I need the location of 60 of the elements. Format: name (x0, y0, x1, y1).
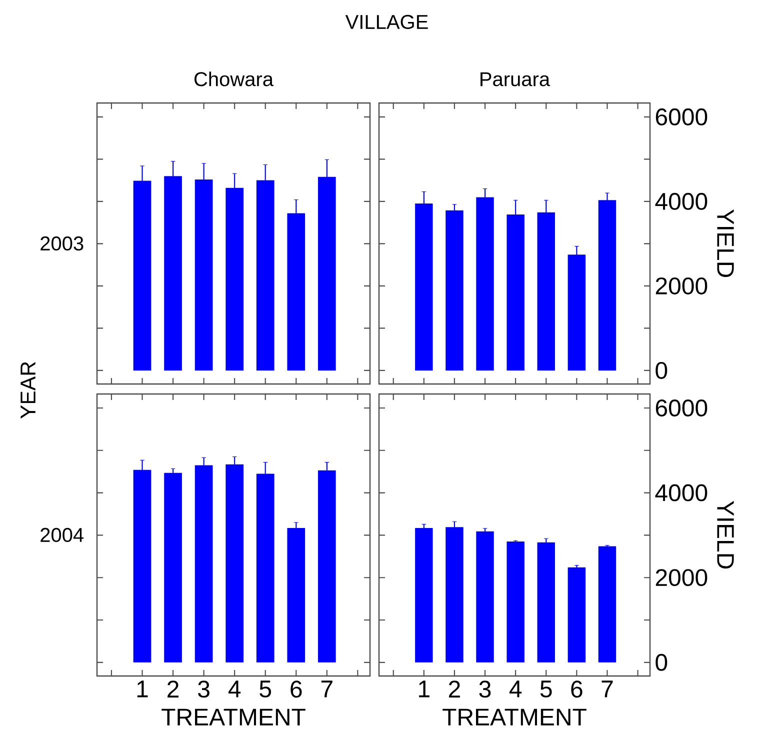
bar (415, 204, 433, 370)
bar (133, 470, 152, 662)
bar (256, 474, 274, 662)
y-axis-title: YIELD (717, 500, 734, 569)
bar (226, 188, 244, 370)
x-tick-label: 3 (198, 680, 210, 698)
x-axis-title: TREATMENT (162, 708, 306, 726)
x-tick-label: 2 (449, 680, 460, 698)
x-tick-label: 1 (419, 680, 430, 698)
x-tick-label: 7 (321, 680, 332, 698)
x-tick-label: 1 (137, 680, 148, 698)
y-tick-label: 6000 (656, 399, 708, 416)
bar (287, 528, 306, 662)
y-tick-label: 0 (656, 654, 668, 671)
bar (537, 212, 555, 370)
y-axis-title: YIELD (717, 209, 734, 278)
bar (256, 180, 274, 370)
bar (476, 531, 494, 662)
y-tick-label: 4000 (655, 192, 708, 210)
y-axis-title: 2003 (40, 236, 84, 251)
bar (506, 214, 524, 370)
bar (568, 254, 586, 370)
x-tick-label: 4 (228, 680, 241, 698)
bar (194, 179, 213, 370)
x-axis-title: TREATMENT (442, 708, 586, 726)
chart-title: Chowara (194, 72, 274, 86)
bar (133, 180, 152, 370)
x-tick-label: 6 (290, 680, 302, 698)
bar (476, 197, 494, 370)
chart-title: Paruara (480, 72, 550, 86)
x-tick-label: 6 (571, 680, 582, 698)
x-tick-label: 7 (602, 680, 613, 698)
bar (164, 176, 182, 370)
bar (194, 465, 213, 662)
x-tick-label: 2 (168, 680, 178, 698)
bar (226, 464, 244, 662)
y-axis-title: 2004 (40, 528, 84, 542)
y-tick-label: 2000 (656, 569, 708, 586)
bar (446, 210, 464, 370)
y-tick-label: 0 (656, 362, 668, 379)
x-tick-label: 5 (260, 680, 272, 698)
bar (537, 542, 555, 662)
y-tick-label: 2000 (656, 277, 708, 294)
bar (446, 527, 464, 662)
bar (287, 213, 306, 370)
bar (506, 542, 524, 662)
x-tick-label: 5 (540, 680, 552, 698)
text: YEAR (20, 362, 36, 419)
bar (598, 200, 616, 370)
y-tick-label: 6000 (656, 108, 708, 126)
bar (318, 176, 336, 370)
bar (164, 472, 182, 662)
bar (568, 567, 586, 662)
bar (318, 470, 336, 662)
x-tick-label: 4 (509, 680, 522, 698)
x-tick-label: 3 (479, 680, 491, 698)
y-tick-label: 4000 (655, 484, 708, 502)
bar (415, 528, 433, 662)
text: VILLAGE (345, 14, 428, 30)
bar (598, 546, 616, 662)
